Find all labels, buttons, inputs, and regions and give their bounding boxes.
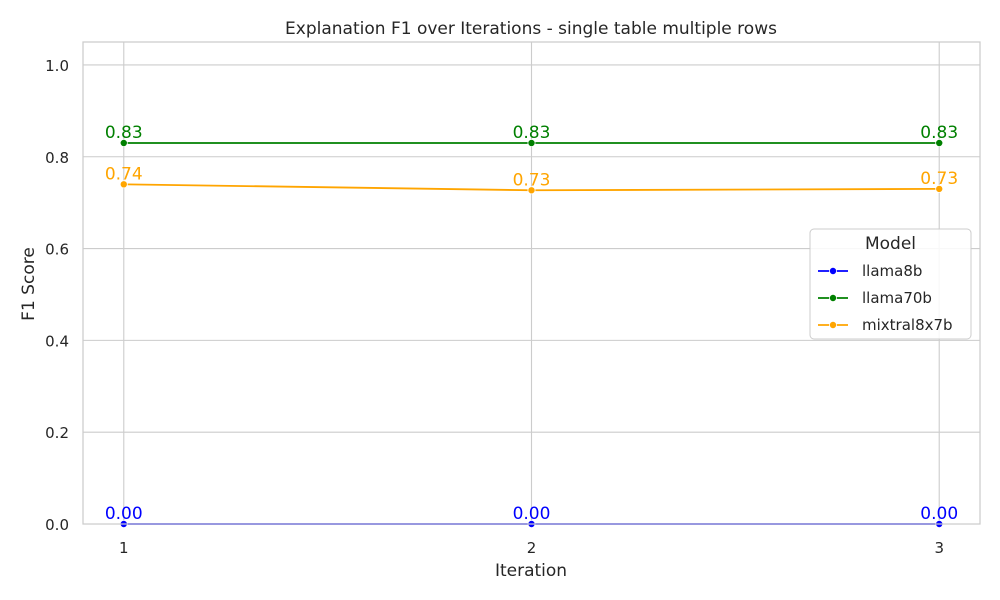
data-point-llama70b xyxy=(119,138,128,147)
legend-marker-mixtral8x7b xyxy=(829,320,838,329)
legend-box xyxy=(809,228,972,340)
legend-label-mixtral8x7b: mixtral8x7b xyxy=(862,316,953,334)
data-label-llama8b: 0.00 xyxy=(920,504,958,524)
data-label-llama70b: 0.83 xyxy=(105,123,143,143)
legend-label-llama8b: llama8b xyxy=(862,262,922,280)
data-label-mixtral8x7b: 0.74 xyxy=(105,164,143,184)
data-point-mixtral8x7b xyxy=(119,180,128,189)
x-axis-label: Iteration xyxy=(495,561,567,581)
y-axis-label: F1 Score xyxy=(19,247,39,321)
y-tick-label: 0.4 xyxy=(45,332,69,350)
data-label-llama8b: 0.00 xyxy=(105,504,143,524)
data-label-mixtral8x7b: 0.73 xyxy=(513,170,551,190)
axis-ticks: 0.0 0.2 0.4 0.6 0.8 1.0 1 2 3 xyxy=(45,57,944,557)
x-tick-label: 1 xyxy=(119,539,129,557)
data-point-llama70b xyxy=(935,138,944,147)
y-tick-label: 0.6 xyxy=(45,241,69,259)
data-label-mixtral8x7b: 0.73 xyxy=(920,169,958,189)
data-point-mixtral8x7b xyxy=(935,184,944,193)
legend-label-llama70b: llama70b xyxy=(862,289,932,307)
plot-frame xyxy=(82,41,981,525)
data-label-llama70b: 0.83 xyxy=(920,123,958,143)
x-tick-label: 2 xyxy=(527,539,537,557)
legend-marker-llama70b xyxy=(829,293,838,302)
y-tick-label: 1.0 xyxy=(45,57,69,75)
data-point-llama70b xyxy=(527,138,536,147)
data-label-llama8b: 0.00 xyxy=(513,504,551,524)
legend-title: Model xyxy=(865,234,916,254)
legend: Model llama8b llama70b mixtral8x7b xyxy=(809,228,972,340)
legend-marker-llama8b xyxy=(829,266,838,275)
x-tick-label: 3 xyxy=(934,539,944,557)
y-tick-label: 0.0 xyxy=(45,516,69,534)
y-tick-label: 0.8 xyxy=(45,149,69,167)
y-tick-label: 0.2 xyxy=(45,424,69,442)
data-point-mixtral8x7b xyxy=(527,186,536,195)
data-label-llama70b: 0.83 xyxy=(513,123,551,143)
chart-title: Explanation F1 over Iterations - single … xyxy=(285,19,777,39)
